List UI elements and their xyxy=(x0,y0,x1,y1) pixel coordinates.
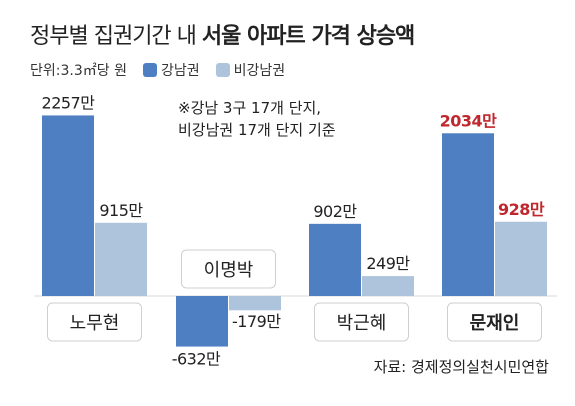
data-label-gangnam-0: 2257만 xyxy=(42,93,96,112)
bar-gangnam-1 xyxy=(176,296,228,347)
category-tag-2 xyxy=(314,302,409,342)
data-label-non-gangnam-0: 915만 xyxy=(99,201,143,220)
category-label-2: 박근혜 xyxy=(337,313,387,334)
note-line1: ※강남 3구 17개 단지, xyxy=(178,99,322,117)
bar-non-gangnam-0 xyxy=(95,222,147,296)
data-label-gangnam-2: 902만 xyxy=(313,202,357,221)
category-tag-0 xyxy=(47,302,142,342)
bar-gangnam-3 xyxy=(442,133,494,296)
title-part1: 정부별 집권기간 내 xyxy=(30,24,197,49)
title-part2: 서울 아파트 가격 상승액 xyxy=(201,24,415,49)
bar-gangnam-0 xyxy=(42,115,94,296)
bar-non-gangnam-1 xyxy=(229,296,281,311)
source-credit: 자료: 경제정의실천시민연합 xyxy=(373,358,549,376)
category-label-1: 이명박 xyxy=(204,260,254,281)
data-label-gangnam-1: -632만 xyxy=(172,350,221,369)
bar-gangnam-2 xyxy=(309,223,361,296)
category-tag-1 xyxy=(181,249,276,289)
category-tag-3 xyxy=(447,302,542,342)
data-label-gangnam-3: 2034만 xyxy=(440,111,498,130)
category-label-3: 문재인 xyxy=(470,313,520,334)
data-label-non-gangnam-3: 928만 xyxy=(498,200,545,219)
data-label-non-gangnam-1: -179만 xyxy=(232,312,281,331)
legend-label-gangnam: 강남권 xyxy=(160,63,200,79)
legend-swatch-gangnam xyxy=(142,63,157,77)
chart-note: ※강남 3구 17개 단지, 비강남권 17개 단지 기준 xyxy=(178,97,336,141)
category-label-0: 노무현 xyxy=(70,313,120,334)
chart-title: 정부별 집권기간 내 서울 아파트 가격 상승액 xyxy=(30,18,415,50)
note-line2: 비강남권 17개 단지 기준 xyxy=(178,121,336,139)
data-label-non-gangnam-2: 249만 xyxy=(366,254,410,273)
legend-label-non-gangnam: 비강남권 xyxy=(233,63,286,79)
bar-non-gangnam-3 xyxy=(495,221,547,296)
legend: 단위:3.3㎡당 원 강남권 비강남권 xyxy=(30,60,285,80)
unit-label: 단위:3.3㎡당 원 xyxy=(30,63,127,79)
bar-non-gangnam-2 xyxy=(362,276,414,296)
legend-swatch-non-gangnam xyxy=(215,63,230,77)
